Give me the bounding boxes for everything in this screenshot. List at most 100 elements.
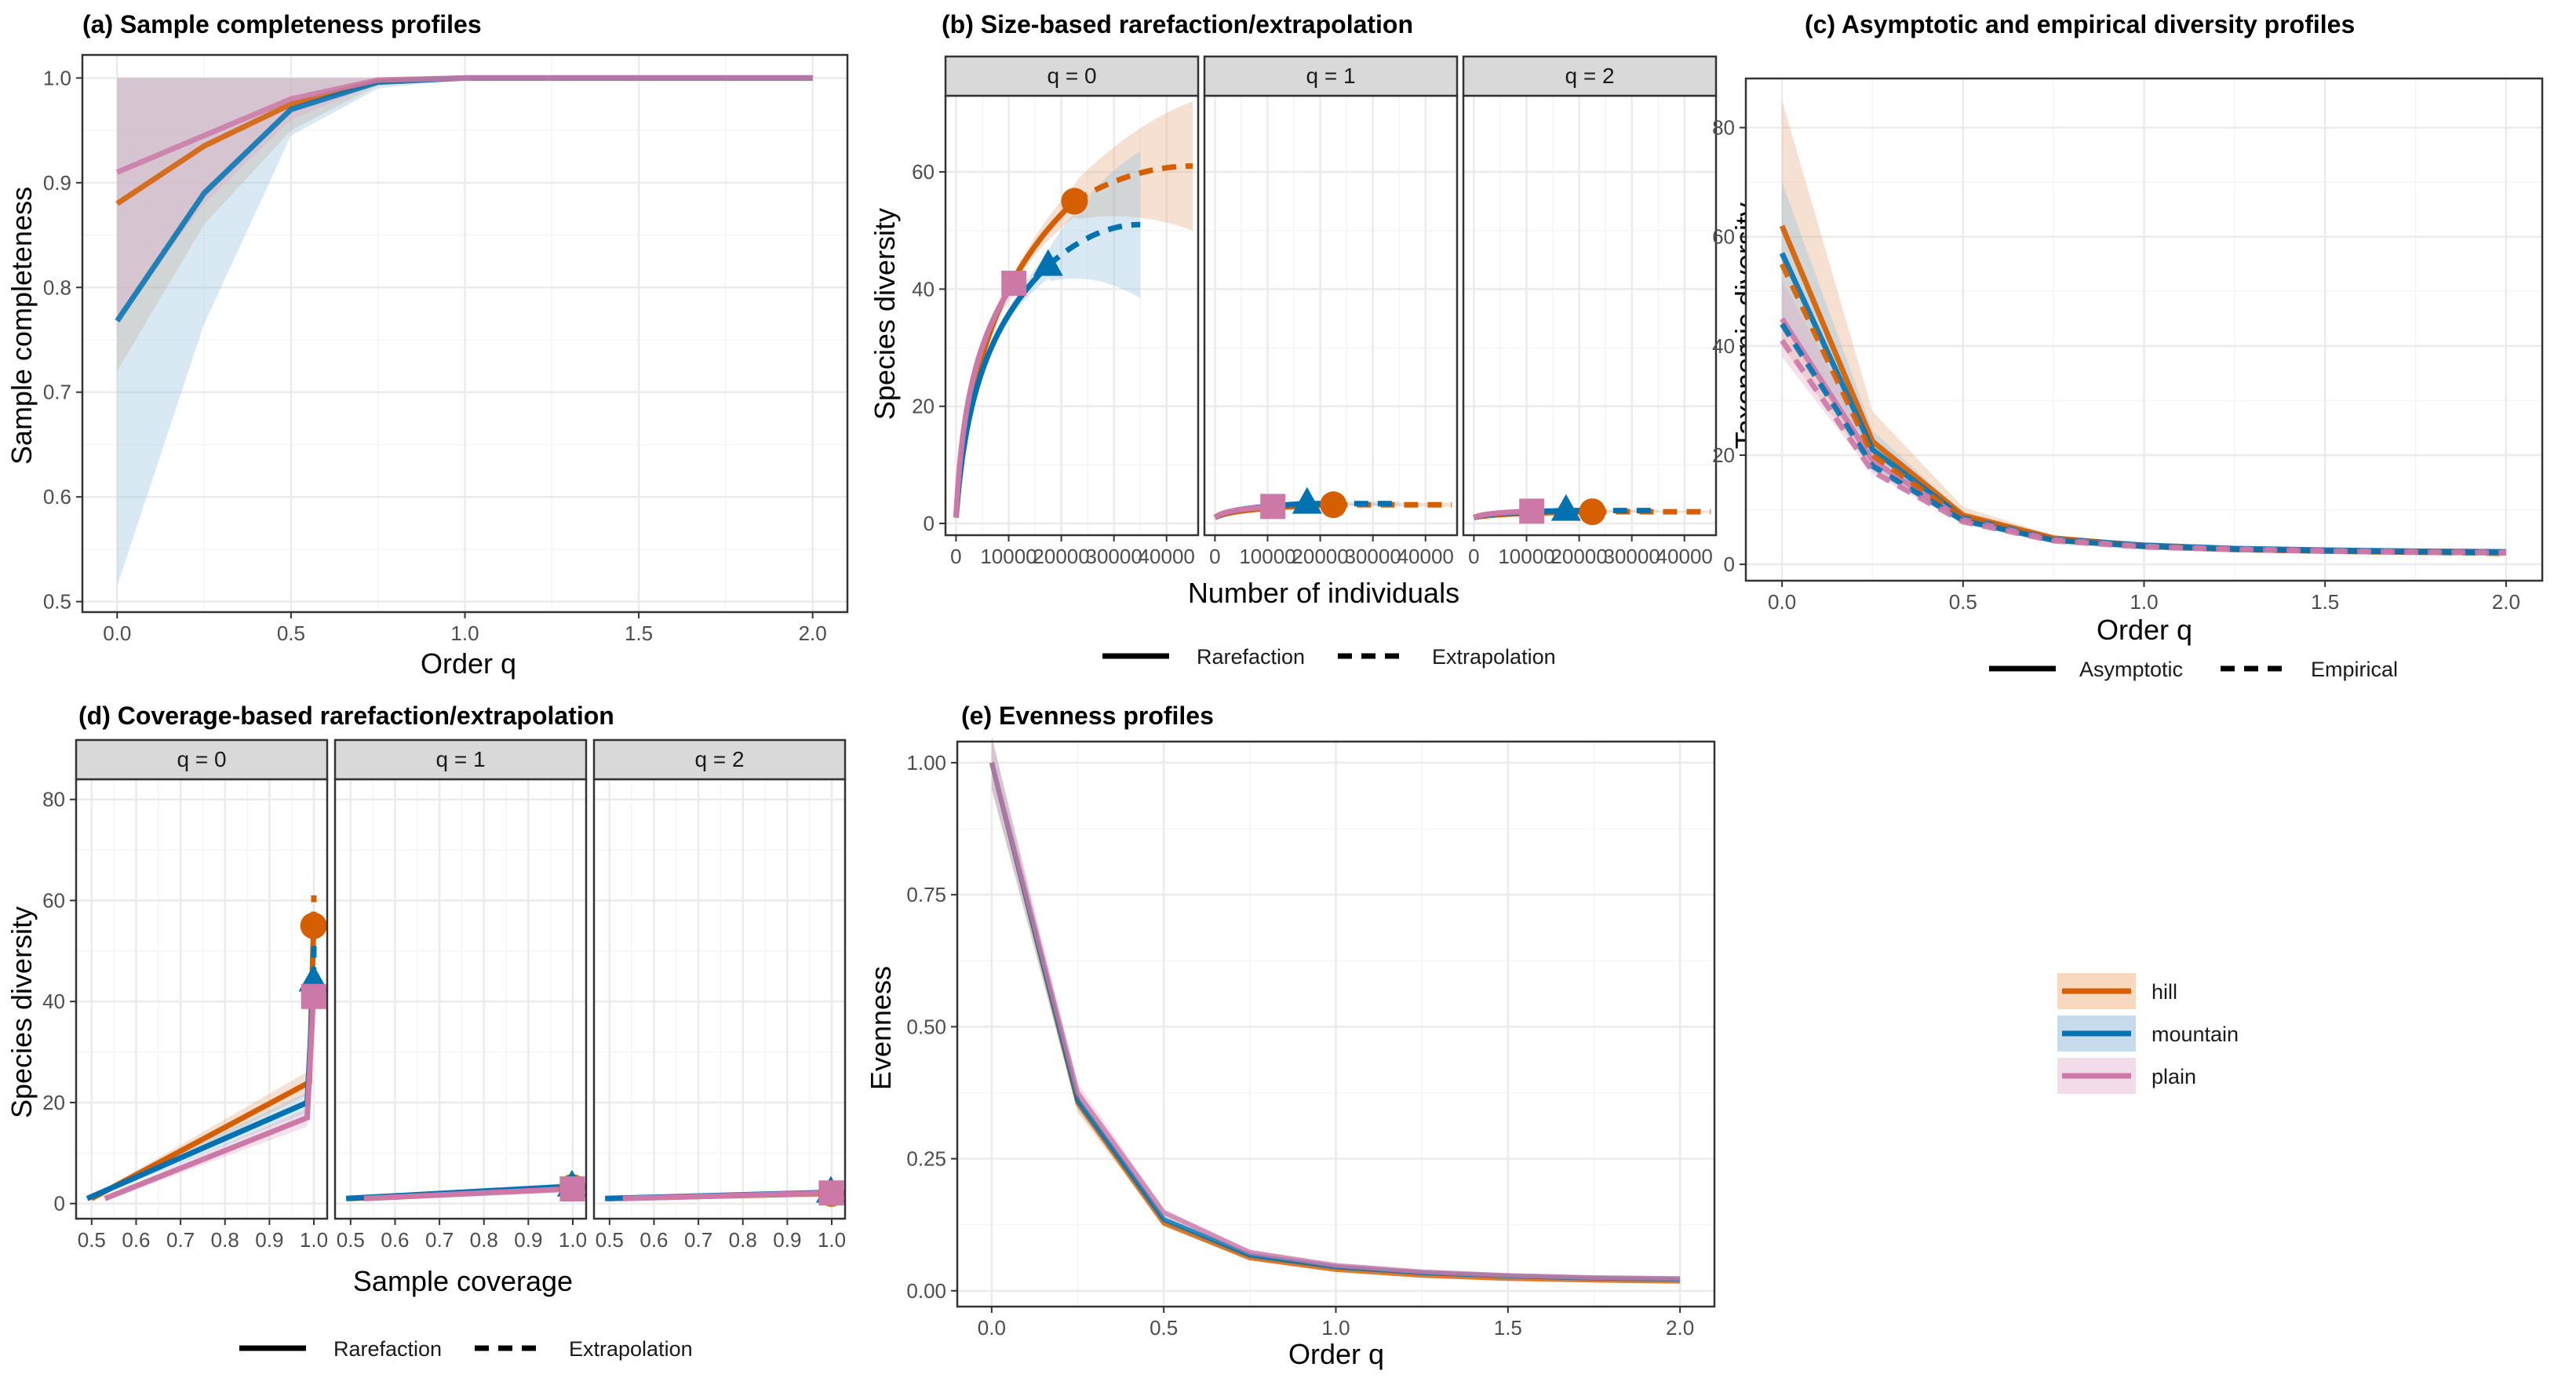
panel-b-facet1-observed-point-hill (1061, 188, 1088, 215)
panel-b-facet3-observed-point-plain (1519, 498, 1545, 524)
panel-b-facet3-xtick-label: 10000 (1498, 545, 1554, 568)
panel-a-ytick-label: 0.6 (43, 485, 71, 509)
panel-c-ytick-label: 0 (1724, 552, 1735, 576)
panel-d-facet3-observed-point-plain (818, 1180, 844, 1206)
panel-b-facet1-strip (944, 55, 1200, 97)
panel-b-facet3-strip (1462, 55, 1718, 97)
panel-b-facet3-background (1463, 96, 1716, 535)
panel-c-ytick-label: 20 (1712, 443, 1735, 467)
panel-b-facet1-xtick-label: 30000 (1086, 545, 1142, 568)
panel-d-facet1-xtick-label: 0.9 (255, 1228, 283, 1252)
panel-e-ytick-label: 1.00 (906, 751, 946, 775)
panel-d-facet2-strip-label: q = 1 (435, 747, 485, 771)
legend-c-solid-label: Asymptotic (2079, 658, 2183, 681)
panel-b-facet1-xtick-label: 20000 (1033, 545, 1089, 568)
legend-assemblage: hill mountain plain (2057, 973, 2239, 1094)
panel-b-facet2-xtick-label: 0 (1209, 545, 1220, 568)
panel-b-facet1-xtick-label: 10000 (980, 545, 1037, 568)
panel-b-facet2-xtick-label: 20000 (1292, 545, 1348, 568)
legend-c-dashed-label: Empirical (2311, 658, 2398, 681)
legend-d-solid-label: Rarefaction (333, 1337, 442, 1361)
panel-d-facet1-ci-band-mountain (87, 923, 314, 1201)
panel-c-title: (c) Asymptotic and empirical diversity p… (1805, 10, 2355, 38)
panel-d-facet2-xtick-label: 0.8 (470, 1228, 498, 1252)
panel-d-facet1-xtick-label: 0.8 (211, 1228, 239, 1252)
panel-a-ci-band-mountain (117, 78, 813, 586)
panel-d-facet1-ci-band-hill (91, 869, 315, 1201)
panel-c-xlabel: Order q (2097, 614, 2192, 646)
panel-d-ylabel: Species diversity (5, 906, 38, 1118)
legend-linetype-d: Rarefaction Extrapolation (239, 1337, 693, 1361)
panel-b-facet2-background (1204, 96, 1457, 535)
panel-a-xtick-label: 1.0 (450, 622, 479, 645)
panel-c-ytick-label: 80 (1712, 116, 1735, 140)
panel-b-facet1-rarefaction-plain (953, 281, 1017, 518)
panel-d-facet1-ytick-label: 0 (54, 1192, 65, 1216)
panel-b-facet3-strip-label: q = 2 (1565, 64, 1614, 88)
panel-b-facet2-xtick-label: 10000 (1239, 545, 1295, 568)
panel-e-xtick-label: 1.5 (1494, 1316, 1522, 1340)
panel-b-facet1-strip-label: q = 0 (1047, 64, 1096, 88)
panel-d-facet1-ytick-label: 40 (42, 990, 65, 1013)
panel-a-title: (a) Sample completeness profiles (82, 10, 482, 38)
panel-a-ci-band-hill (117, 78, 813, 372)
panel-a-ylabel: Sample completeness (5, 187, 38, 465)
panel-e-xlabel: Order q (1288, 1338, 1384, 1370)
panel-b-facet1-xtick-label: 40000 (1139, 545, 1195, 568)
panel-a-ci-band-plain (117, 78, 813, 319)
panel-d-facet2-xtick-label: 0.6 (381, 1228, 409, 1252)
panel-a-xtick-label: 0.0 (103, 622, 131, 645)
panel-b-facet1-observed-point-plain (1001, 270, 1027, 296)
legend-linetype-b: Rarefaction Extrapolation (1102, 645, 1556, 669)
panel-d-facet1-xtick-label: 0.6 (122, 1228, 150, 1252)
panel-b-xlabel: Number of individuals (1188, 577, 1459, 609)
panel-d-facet1-strip (75, 738, 329, 781)
panel-c-border (1744, 77, 2544, 582)
legend-label-plain: plain (2152, 1065, 2196, 1088)
panel-e-ytick-label: 0.25 (906, 1147, 946, 1171)
panel-b-facet2-strip-label: q = 1 (1306, 64, 1355, 88)
panel-a-xtick-label: 1.5 (625, 622, 653, 645)
panel-e-ylabel: Evenness (865, 966, 897, 1090)
panel-d-facet1-observed-point-plain (301, 983, 326, 1009)
panel-b-facet2-xtick-label: 40000 (1397, 545, 1454, 568)
panel-d-facet3-xtick-label: 0.5 (596, 1228, 624, 1252)
panel-d-facet2-xtick-label: 0.9 (514, 1228, 542, 1252)
panel-d-facet3-strip-label: q = 2 (694, 747, 744, 771)
panel-b-facet2-observed-point-mountain (1292, 487, 1322, 514)
panel-b-facet1-xtick-label: 0 (950, 545, 961, 568)
panel-e-xtick-label: 0.0 (978, 1316, 1006, 1340)
panel-a-xlabel: Order q (421, 647, 516, 680)
panel-d-facet3-background (594, 779, 845, 1219)
panel-e-border (956, 740, 1716, 1308)
panel-e-ytick-label: 0.75 (906, 883, 946, 906)
panel-d-facet1-xtick-label: 1.0 (300, 1228, 328, 1252)
legend-linetype-c: Asymptotic Empirical (1989, 658, 2398, 681)
panel-e-ytick-label: 0.50 (906, 1015, 946, 1038)
panel-b-facet1-background (946, 96, 1198, 535)
panel-d-facet1-strip-label: q = 0 (177, 747, 226, 771)
panel-c-ytick-label: 60 (1712, 225, 1735, 249)
panel-a-line-plain (115, 75, 813, 175)
panel-b-facet1-ci-band-hill (956, 101, 1193, 518)
panel-a-ytick-label: 0.7 (43, 381, 71, 404)
panel-b-facet3-observed-point-mountain (1550, 494, 1581, 521)
panel-b-facet2-xtick-label: 30000 (1345, 545, 1401, 568)
panel-d-facet2-xtick-label: 1.0 (559, 1228, 587, 1252)
panel-d-facet1-ytick-label: 60 (42, 888, 65, 912)
panel-d-facet3-xtick-label: 0.6 (639, 1228, 668, 1252)
panel-a-xtick-label: 2.0 (799, 622, 827, 645)
panel-c-empirical-line-mountain (1780, 323, 2506, 556)
panel-a-border (81, 53, 849, 614)
panel-a-ytick-label: 1.0 (43, 66, 71, 89)
legend-label-mountain: mountain (2152, 1023, 2239, 1046)
panel-b-facet1-ci-band-mountain (956, 151, 1141, 518)
panel-e-xtick-label: 0.5 (1150, 1316, 1178, 1340)
panel-d-facet3-xtick-label: 0.8 (729, 1228, 757, 1252)
panel-d-facet1-xtick-label: 0.7 (166, 1228, 195, 1252)
legend-b-solid-label: Rarefaction (1197, 645, 1305, 669)
legend-d-dashed-label: Extrapolation (569, 1337, 693, 1361)
legend-b-dashed-label: Extrapolation (1432, 645, 1556, 669)
panel-d-facet2-background (335, 779, 586, 1219)
